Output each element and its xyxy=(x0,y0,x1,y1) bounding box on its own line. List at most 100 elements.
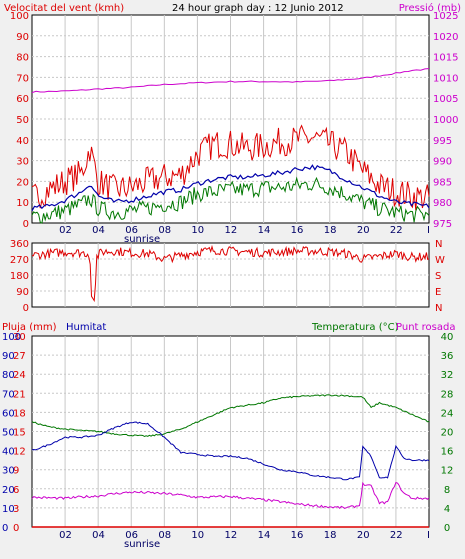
wind-tick-label: 0 xyxy=(23,219,29,230)
rain-tick-label: 6 xyxy=(13,485,19,496)
temp-x-ticks: 02 04 06 08 10 12 14 16 18 20 22 I xyxy=(59,530,430,541)
wind-x-ticks: 02 04 06 08 10 12 14 16 18 20 22 I xyxy=(59,225,430,236)
wind-tick-label: 30 xyxy=(16,157,29,168)
pressure-tick-label: 1025 xyxy=(433,11,458,22)
pressure-line xyxy=(31,68,430,94)
temp-x-tick-label: I xyxy=(427,530,430,541)
wind-axis-label: Velocitat del vent (kmh) xyxy=(4,3,124,14)
direction-series xyxy=(31,244,430,303)
wind-x-tick-label: 08 xyxy=(158,225,171,236)
pressure-axis-label: Pressió (mb) xyxy=(399,2,461,14)
rain-axis-label: Pluja (mm) xyxy=(2,322,57,333)
pressure-tick-label: 1010 xyxy=(433,73,458,84)
pressure-tick-label: 1015 xyxy=(433,53,458,64)
compass-tick-label: E xyxy=(435,287,441,298)
rain-y-ticks: 0 3 6 9 12 15 18 21 24 27 30 xyxy=(13,332,26,534)
rain-tick-label: 9 xyxy=(13,466,19,477)
temp-x-tick-label: 18 xyxy=(324,530,337,541)
temperature-tick-label: 12 xyxy=(441,466,454,477)
temperature-tick-label: 24 xyxy=(441,408,454,419)
chart-title: 24 hour graph day : 12 Junio 2012 xyxy=(172,3,344,14)
temp-x-tick-label: 14 xyxy=(258,530,271,541)
rain-tick-label: 0 xyxy=(13,523,19,534)
humidity-tick-label: 20 xyxy=(2,485,15,496)
wind-x-tick-label: I xyxy=(427,225,430,236)
pressure-y-ticks: 975 980 985 990 995 1000 1005 1010 1015 1020 1025 xyxy=(433,11,458,230)
rain-tick-label: 21 xyxy=(13,389,26,400)
temp-x-tick-label: 04 xyxy=(92,530,105,541)
pressure-tick-label: 980 xyxy=(433,198,452,209)
sunrise-annotation-top: sunrise xyxy=(124,234,160,245)
wind-tick-label: 10 xyxy=(16,198,29,209)
temp-x-tick-label: 22 xyxy=(390,530,403,541)
temperature-tick-label: 36 xyxy=(441,351,454,362)
wind-x-tick-label: 02 xyxy=(59,225,72,236)
humidity-tick-label: 60 xyxy=(2,408,15,419)
wind-tick-label: 70 xyxy=(16,73,29,84)
humidity-tick-label: 0 xyxy=(2,523,8,534)
humidity-tick-label: 30 xyxy=(2,466,15,477)
humidity-tick-label: 100 xyxy=(2,332,21,343)
rain-tick-label: 15 xyxy=(13,428,26,439)
temperature-tick-label: 20 xyxy=(441,428,454,439)
humidity-tick-label: 50 xyxy=(2,428,15,439)
wind-series xyxy=(31,68,430,224)
humidity-line xyxy=(31,421,430,481)
pressure-tick-label: 975 xyxy=(433,219,452,230)
rain-tick-label: 27 xyxy=(13,351,26,362)
pressure-tick-label: 1000 xyxy=(433,115,458,126)
direction-tick-label: 270 xyxy=(10,255,29,266)
temp-x-tick-label: 12 xyxy=(225,530,238,541)
temp-grid xyxy=(32,336,429,527)
temp-x-tick-label: 02 xyxy=(59,530,72,541)
temperature-tick-label: 32 xyxy=(441,370,454,381)
temperature-axis-label: Temperatura (°C) xyxy=(311,322,399,333)
dewpoint-line xyxy=(31,481,430,510)
temperature-tick-label: 0 xyxy=(444,523,450,534)
humidity-tick-label: 90 xyxy=(2,351,15,362)
rain-tick-label: 12 xyxy=(13,447,26,458)
rain-tick-label: 30 xyxy=(13,332,26,343)
temperature-tick-label: 40 xyxy=(441,332,454,343)
direction-line xyxy=(31,244,430,303)
wind-x-tick-label: 12 xyxy=(225,225,238,236)
wind-x-tick-label: 16 xyxy=(291,225,304,236)
wind-x-tick-label: 18 xyxy=(324,225,337,236)
temperature-line xyxy=(31,394,430,438)
temp-x-tick-label: 08 xyxy=(158,530,171,541)
wind-tick-label: 20 xyxy=(16,177,29,188)
wind-tick-label: 90 xyxy=(16,32,29,43)
humidity-tick-label: 10 xyxy=(2,504,15,515)
pressure-tick-label: 990 xyxy=(433,157,452,168)
wind-x-tick-label: 22 xyxy=(390,225,403,236)
humidity-tick-label: 80 xyxy=(2,370,15,381)
pressure-tick-label: 1020 xyxy=(433,32,458,43)
wind-tick-label: 50 xyxy=(16,115,29,126)
direction-tick-label: 180 xyxy=(10,271,29,282)
pressure-tick-label: 1005 xyxy=(433,94,458,105)
wind-x-tick-label: 10 xyxy=(191,225,204,236)
pressure-tick-label: 995 xyxy=(433,136,452,147)
temperature-tick-label: 8 xyxy=(444,485,450,496)
compass-tick-label: W xyxy=(435,255,445,266)
temperature-y-ticks: 0 4 8 12 16 20 24 28 32 36 40 xyxy=(441,332,454,534)
temp-series xyxy=(31,394,430,528)
dewpoint-axis-label: Punt rosada xyxy=(396,322,455,333)
rain-tick-label: 3 xyxy=(13,504,19,515)
rain-tick-label: 18 xyxy=(13,408,26,419)
temperature-tick-label: 4 xyxy=(444,504,450,515)
wind-y-ticks: 0 10 20 30 40 50 60 70 80 90 100 xyxy=(10,11,29,230)
direction-tick-label: 0 xyxy=(23,303,29,314)
compass-tick-label: S xyxy=(435,271,441,282)
direction-y-ticks: 360 270 180 90 0 xyxy=(10,239,29,314)
rain-tick-label: 24 xyxy=(13,370,26,381)
wind-x-tick-label: 20 xyxy=(357,225,370,236)
wind-x-tick-label: 06 xyxy=(125,225,138,236)
wind-x-tick-label: 14 xyxy=(258,225,271,236)
humidity-tick-label: 40 xyxy=(2,447,15,458)
min-wind-line xyxy=(31,176,430,224)
